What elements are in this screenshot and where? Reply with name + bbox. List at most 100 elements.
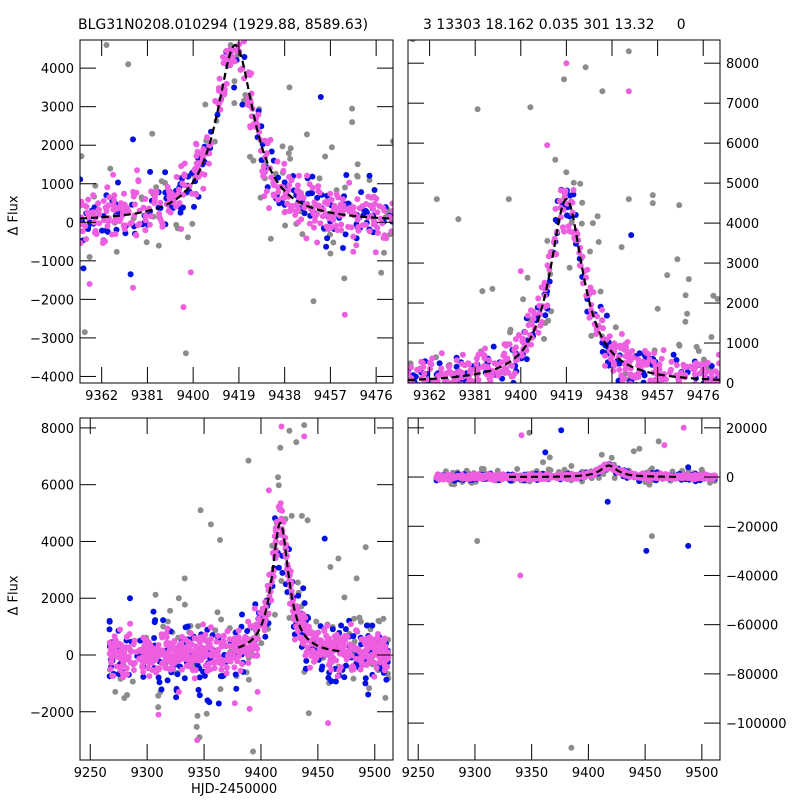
outlier-point-blue	[628, 232, 635, 239]
data-point-gray	[579, 199, 586, 206]
data-point-pink	[249, 623, 256, 630]
data-point-pink	[584, 266, 591, 273]
data-point-pink	[216, 75, 223, 82]
data-point-gray	[271, 611, 278, 618]
data-point-gray	[328, 144, 335, 151]
data-point-pink	[165, 207, 172, 214]
data-point-pink	[131, 637, 138, 644]
data-point-gray	[545, 466, 552, 473]
chart-title-right: 3 13303 18.162 0.035 301 13.32 0	[423, 17, 686, 33]
data-point-blue	[371, 187, 378, 193]
outlier-point-gray	[207, 521, 214, 528]
outlier-point-gray	[505, 196, 512, 203]
data-point-pink	[358, 652, 365, 659]
data-point-pink	[409, 382, 412, 383]
data-point-pink	[371, 645, 377, 652]
data-point-blue	[173, 694, 180, 701]
data-point-blue	[303, 657, 310, 664]
data-point-pink	[280, 519, 287, 525]
outlier-point-gray	[630, 448, 637, 455]
data-point-pink	[304, 200, 311, 207]
data-point-pink	[80, 240, 84, 246]
data-point-blue	[680, 387, 686, 393]
data-point-gray	[705, 444, 711, 450]
data-point-gray	[303, 131, 310, 138]
data-point-pink	[602, 352, 609, 359]
axes-frame-bottom-left	[79, 417, 394, 761]
data-point-pink	[556, 197, 563, 204]
data-point-gray	[193, 723, 200, 730]
data-point-blue	[546, 278, 553, 285]
data-point-pink	[385, 654, 392, 661]
data-point-pink	[408, 364, 415, 371]
outlier-point-pink	[187, 269, 194, 276]
data-point-pink	[366, 228, 373, 235]
outlier-point-gray	[103, 42, 110, 48]
data-point-blue	[151, 635, 158, 641]
data-point-pink	[268, 597, 275, 604]
data-point-pink	[326, 213, 333, 220]
data-point-pink	[123, 654, 130, 661]
data-point-pink	[262, 137, 269, 144]
data-point-blue	[406, 388, 412, 394]
data-point-pink	[467, 366, 474, 373]
data-point-pink	[334, 673, 341, 680]
outlier-point-blue	[130, 136, 136, 143]
data-point-pink	[130, 667, 137, 673]
data-point-gray	[545, 317, 552, 324]
data-point-gray	[330, 239, 337, 246]
data-point-pink	[346, 650, 353, 657]
data-point-pink	[374, 635, 381, 641]
data-point-pink	[714, 370, 720, 377]
data-point-pink	[453, 357, 460, 364]
data-point-gray	[489, 285, 496, 292]
data-point-pink	[445, 363, 452, 370]
data-point-gray	[258, 640, 265, 647]
data-point-blue	[301, 210, 308, 217]
data-point-pink	[347, 621, 354, 628]
data-point-pink	[90, 192, 97, 199]
data-point-pink	[189, 190, 196, 197]
outlier-point-gray	[197, 507, 204, 514]
data-point-pink	[224, 664, 230, 671]
data-point-gray	[614, 412, 620, 418]
data-point-pink	[198, 657, 205, 664]
data-point-pink	[408, 370, 412, 376]
data-point-pink	[321, 628, 328, 635]
y-tick-label: −3000	[30, 332, 74, 347]
data-point-pink	[442, 378, 449, 383]
data-point-pink	[413, 404, 419, 410]
data-point-pink	[192, 667, 199, 673]
data-point-pink	[104, 223, 111, 230]
data-point-gray	[425, 406, 431, 412]
data-point-pink	[674, 398, 680, 404]
data-point-pink	[254, 646, 261, 652]
y-tick-label: 20000	[726, 422, 767, 437]
data-point-pink	[557, 187, 564, 194]
outlier-point-pink	[194, 737, 201, 744]
data-point-pink	[691, 371, 698, 378]
data-point-pink	[248, 642, 255, 649]
data-point-pink	[569, 210, 576, 217]
data-point-gray	[275, 474, 281, 481]
data-point-pink	[271, 193, 277, 199]
data-point-pink	[111, 206, 118, 213]
data-point-pink	[447, 380, 454, 383]
data-point-blue	[566, 192, 573, 199]
data-point-pink	[314, 239, 321, 246]
data-point-pink	[522, 329, 529, 336]
data-point-pink	[219, 54, 226, 60]
data-point-pink	[179, 180, 186, 187]
data-point-pink	[274, 158, 281, 165]
outlier-point-gray	[112, 688, 119, 695]
data-point-pink	[526, 474, 533, 481]
data-point-gray	[612, 324, 619, 331]
data-point-pink	[317, 637, 324, 644]
data-point-pink	[302, 652, 309, 659]
axes-frame-top-left	[79, 39, 394, 384]
data-point-pink	[382, 663, 389, 670]
data-point-pink	[220, 638, 226, 645]
data-point-pink	[598, 317, 605, 324]
data-point-pink	[363, 653, 370, 660]
y-tick-label: 4000	[41, 62, 74, 77]
